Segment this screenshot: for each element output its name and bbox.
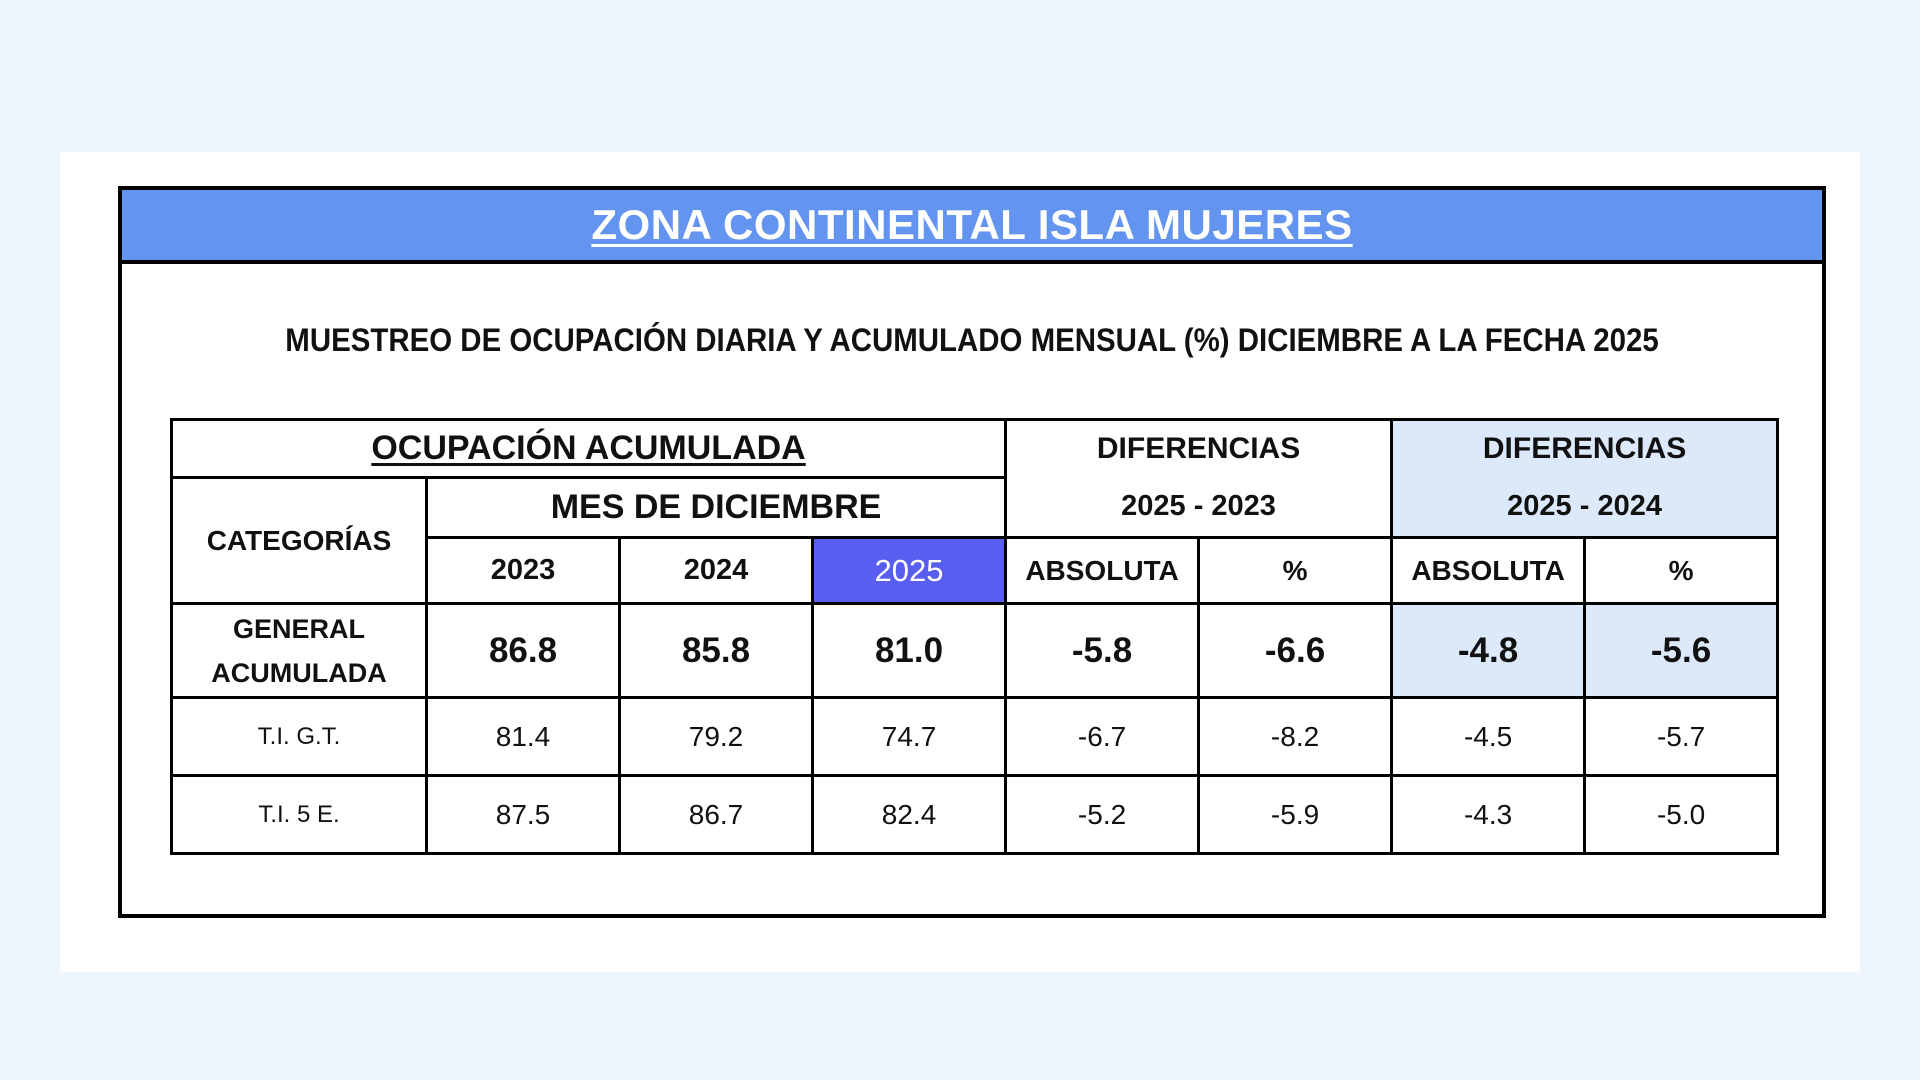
cell-diff-a-absolute: -5.2 — [1004, 774, 1201, 855]
row-category: T.I. 5 E. — [170, 774, 428, 855]
cell-2025: 82.4 — [810, 774, 1008, 855]
row-category: T.I. G.T. — [170, 696, 428, 777]
cell-2023: 87.5 — [425, 774, 621, 855]
year-2025-header: 2025 — [810, 536, 1008, 605]
cell-diff-a-percent: -5.9 — [1197, 774, 1394, 855]
diff-a-title: DIFERENCIAS — [1004, 418, 1394, 478]
categories-header: CATEGORÍAS — [170, 476, 428, 605]
year-2023-header: 2023 — [425, 536, 621, 605]
occupancy-group-header: OCUPACIÓN ACUMULADA — [169, 418, 1008, 479]
diff-a-percent-header: % — [1197, 536, 1394, 605]
cell-diff-b-absolute: -4.8 — [1390, 602, 1587, 699]
diff-b-absolute-header: ABSOLUTA — [1390, 536, 1587, 605]
table-row: T.I. G.T. 81.4 79.2 74.7 -6.7 -8.2 -4.5 … — [170, 696, 1780, 777]
header-row-1: OCUPACIÓN ACUMULADA DIFERENCIAS DIFERENC… — [169, 418, 1780, 479]
cell-2024: 79.2 — [618, 696, 814, 777]
cell-2023: 81.4 — [425, 696, 621, 777]
header-row-3: 2023 2024 2025 ABSOLUTA % ABSOLUTA % — [172, 536, 1780, 605]
cell-diff-a-absolute: -6.7 — [1004, 696, 1201, 777]
occupancy-table: OCUPACIÓN ACUMULADA DIFERENCIAS DIFERENC… — [169, 418, 1780, 855]
title-banner: ZONA CONTINENTAL ISLA MUJERES — [122, 190, 1822, 264]
row-category: GENERAL ACUMULADA — [170, 602, 428, 699]
report-frame: ZONA CONTINENTAL ISLA MUJERES MUESTREO D… — [118, 186, 1826, 918]
diff-a-range: 2025 - 2023 — [1004, 477, 1394, 539]
diff-b-percent-header: % — [1583, 536, 1780, 605]
cell-2025: 74.7 — [810, 696, 1008, 777]
banner-title: ZONA CONTINENTAL ISLA MUJERES — [591, 201, 1353, 248]
diff-b-title: DIFERENCIAS — [1390, 418, 1780, 478]
cell-diff-b-percent: -5.6 — [1583, 602, 1780, 699]
cell-diff-a-percent: -8.2 — [1197, 696, 1394, 777]
cell-diff-a-absolute: -5.8 — [1004, 602, 1201, 699]
cell-diff-b-absolute: -4.3 — [1390, 774, 1587, 855]
cell-2024: 85.8 — [618, 602, 814, 699]
table-row: GENERAL ACUMULADA 86.8 85.8 81.0 -5.8 -6… — [170, 602, 1780, 699]
content-card: ZONA CONTINENTAL ISLA MUJERES MUESTREO D… — [60, 152, 1860, 972]
table-row: T.I. 5 E. 87.5 86.7 82.4 -5.2 -5.9 -4.3 … — [170, 774, 1780, 855]
cell-diff-b-percent: -5.7 — [1583, 696, 1780, 777]
cell-diff-a-percent: -6.6 — [1197, 602, 1394, 699]
cell-2024: 86.7 — [618, 774, 814, 855]
occupancy-group-label: OCUPACIÓN ACUMULADA — [371, 429, 806, 467]
month-header: MES DE DICIEMBRE — [424, 476, 1008, 539]
year-2024-header: 2024 — [618, 536, 814, 605]
cell-diff-b-absolute: -4.5 — [1390, 696, 1587, 777]
report-subtitle: MUESTREO DE OCUPACIÓN DIARIA Y ACUMULADO… — [285, 322, 1659, 358]
diff-b-range: 2025 - 2024 — [1390, 477, 1780, 539]
header-row-2: CATEGORÍAS MES DE DICIEMBRE 2025 - 2023 … — [170, 476, 1780, 605]
diff-a-absolute-header: ABSOLUTA — [1004, 536, 1201, 605]
cell-2023: 86.8 — [425, 602, 621, 699]
cell-2025: 81.0 — [810, 602, 1008, 699]
cell-diff-b-percent: -5.0 — [1583, 774, 1780, 855]
